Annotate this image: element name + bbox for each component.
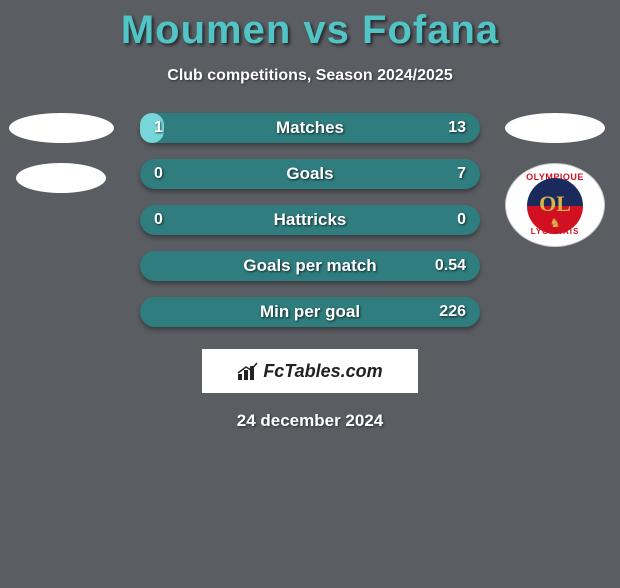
subtitle: Club competitions, Season 2024/2025 [0, 67, 620, 85]
stat-row: Goals per match0.54 [140, 251, 480, 281]
stat-label: Goals [140, 164, 480, 184]
stat-value-right: 0.54 [435, 257, 466, 275]
club-right-column: OLYMPIQUE OL ♞ LYONNAIS [500, 113, 610, 247]
stat-bars: 1Matches130Goals70Hattricks0Goals per ma… [140, 113, 480, 327]
brand-text: FcTables.com [263, 361, 382, 382]
club-left-logo-2 [16, 163, 106, 193]
club-left-column [6, 113, 116, 193]
stat-row: 0Hattricks0 [140, 205, 480, 235]
club-right-logo-ol: OLYMPIQUE OL ♞ LYONNAIS [505, 163, 605, 247]
stat-value-right: 7 [457, 165, 466, 183]
stat-row: 0Goals7 [140, 159, 480, 189]
stat-value-right: 0 [457, 211, 466, 229]
stat-row: Min per goal226 [140, 297, 480, 327]
stat-value-right: 13 [448, 119, 466, 137]
page-title: Moumen vs Fofana [0, 8, 620, 53]
club-right-logo-1 [505, 113, 605, 143]
stat-label: Goals per match [140, 256, 480, 276]
stat-row: 1Matches13 [140, 113, 480, 143]
stat-label: Hattricks [140, 210, 480, 230]
brand-chart-icon [237, 361, 259, 381]
comparison-content: OLYMPIQUE OL ♞ LYONNAIS 1Matches130Goals… [0, 113, 620, 327]
stat-label: Matches [140, 118, 480, 138]
ol-center-circle: OL ♞ [527, 178, 583, 234]
ol-bottom-text: LYONNAIS [522, 227, 588, 236]
ol-monogram: OL [539, 191, 571, 217]
stat-label: Min per goal [140, 302, 480, 322]
stat-value-right: 226 [439, 303, 466, 321]
club-left-logo-1 [9, 113, 114, 143]
brand-box: FcTables.com [202, 349, 418, 393]
date-text: 24 december 2024 [0, 411, 620, 431]
